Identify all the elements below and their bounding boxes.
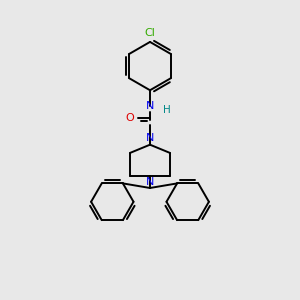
Text: N: N bbox=[146, 133, 154, 143]
Text: N: N bbox=[146, 177, 154, 188]
Text: N: N bbox=[146, 101, 154, 111]
Text: Cl: Cl bbox=[145, 28, 155, 38]
Text: H: H bbox=[163, 105, 171, 115]
Text: O: O bbox=[125, 113, 134, 124]
